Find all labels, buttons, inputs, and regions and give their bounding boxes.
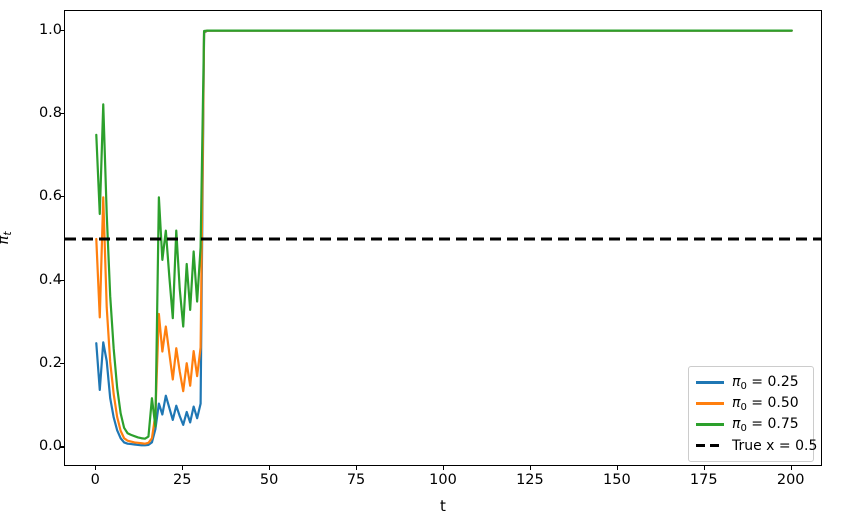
x-tick-mark [703, 466, 705, 470]
x-tick-label: 200 [776, 472, 805, 488]
legend-item-label: π0 = 0.25 [732, 373, 799, 392]
data-line-series-3 [95, 29, 793, 440]
legend-item-4[interactable]: True x = 0.5 [696, 435, 817, 456]
y-tick-label: 0.4 [38, 271, 62, 288]
x-tick-label: 75 [346, 472, 366, 488]
x-tick-mark [529, 466, 532, 470]
legend-item-2[interactable]: π0 = 0.50 [696, 393, 806, 414]
x-tick-mark [269, 466, 271, 470]
y-tick-label: 1.0 [38, 21, 62, 38]
x-tick-label: 150 [603, 472, 631, 488]
y-tick-mark [60, 29, 64, 31]
y-tick-mark [60, 363, 64, 365]
y-axis-label: πt [0, 231, 14, 244]
plot-area [64, 10, 822, 466]
y-tick-label: 0.8 [38, 104, 62, 121]
y-tick-mark [60, 446, 64, 448]
legend-item-label: π0 = 0.75 [732, 415, 799, 434]
x-tick-mark [182, 466, 184, 470]
x-tick-mark [356, 466, 358, 470]
legend-swatch-icon [696, 418, 724, 432]
x-tick-label: 175 [689, 472, 718, 488]
y-axis-label-subscript: t [1, 231, 15, 236]
y-tick-mark [60, 112, 64, 115]
x-tick-label: 50 [259, 472, 279, 488]
y-tick-label: 0.2 [38, 355, 62, 372]
legend-item-label: π0 = 0.50 [732, 394, 799, 413]
x-tick-mark [95, 466, 97, 470]
chart-lines-svg [65, 29, 821, 447]
x-tick-mark [443, 466, 445, 470]
data-series-group [95, 29, 793, 447]
x-axis-label: t [440, 497, 446, 515]
legend-item-label: True x = 0.5 [732, 437, 818, 454]
x-tick-label: 0 [90, 472, 100, 488]
y-tick-label: 0.6 [38, 188, 62, 205]
legend-swatch-icon [696, 397, 724, 411]
y-tick-label: 0.0 [38, 438, 62, 455]
x-tick-mark [790, 466, 792, 470]
y-tick-mark [60, 196, 64, 198]
chart-legend[interactable]: π0 = 0.25 π0 = 0.50 π0 = 0.75 True x = 0.5 [688, 366, 817, 462]
legend-swatch-icon [696, 439, 724, 453]
x-tick-label: 125 [516, 472, 544, 488]
legend-swatch-icon [696, 376, 724, 390]
legend-item-3[interactable]: π0 = 0.75 [696, 414, 806, 435]
x-tick-label: 25 [172, 472, 192, 488]
y-axis-label-symbol: π [0, 236, 12, 245]
x-tick-mark [616, 466, 618, 470]
legend-item-1[interactable]: π0 = 0.25 [696, 372, 806, 393]
x-tick-label: 100 [429, 472, 457, 488]
y-tick-mark [60, 279, 64, 281]
